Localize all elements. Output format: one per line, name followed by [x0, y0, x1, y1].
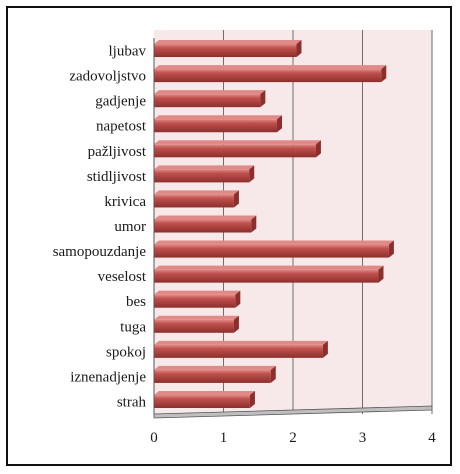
bar-front-face — [154, 119, 278, 133]
category-label-strah: strah — [117, 394, 147, 410]
bar-spokoj — [154, 340, 328, 358]
bar-front-face — [154, 344, 323, 358]
category-label-umor: umor — [114, 219, 146, 235]
category-label-gadjenje: gadjenje — [95, 94, 146, 110]
category-label-bes: bes — [126, 294, 146, 310]
bar-end-cap — [233, 315, 239, 333]
bar-end-cap — [251, 215, 257, 233]
bar-top-face — [154, 140, 321, 145]
bar-zadovoljstvo — [154, 65, 387, 83]
bar-bes — [154, 290, 241, 308]
bar-end-cap — [381, 65, 387, 83]
bar-front-face — [154, 169, 250, 183]
bar-top-face — [154, 215, 257, 220]
bar-top-face — [154, 290, 241, 295]
bar-front-face — [154, 194, 234, 208]
category-label-samopouzdanje: samopouzdanje — [53, 244, 147, 260]
bar-krivica — [154, 190, 239, 208]
bar-pažljivost — [154, 140, 321, 158]
bar-top-face — [154, 115, 283, 120]
bar-end-cap — [249, 390, 255, 408]
category-label-tuga: tuga — [120, 319, 146, 335]
bar-umor — [154, 215, 257, 233]
bar-top-face — [154, 90, 266, 95]
bar-gadjenje — [154, 90, 266, 108]
bar-veselost — [154, 265, 384, 283]
bar-top-face — [154, 265, 384, 270]
x-tick-label-3: 3 — [359, 430, 367, 446]
bar-front-face — [154, 294, 236, 308]
category-label-spokoj: spokoj — [106, 344, 146, 360]
category-label-krivica: krivica — [104, 194, 146, 210]
x-tick-label-4: 4 — [428, 430, 436, 446]
category-label-ljubav: ljubav — [109, 44, 147, 60]
bar-iznenadjenje — [154, 365, 276, 383]
bar-top-face — [154, 340, 328, 345]
bar-front-face — [154, 44, 297, 58]
bar-end-cap — [322, 340, 328, 358]
bar-front-face — [154, 244, 389, 258]
bar-front-face — [154, 394, 250, 408]
category-label-pažljivost: pažljivost — [88, 144, 147, 160]
bar-end-cap — [315, 140, 321, 158]
bar-front-face — [154, 319, 234, 333]
category-labels: ljubav zadovoljstvo gadjenje napetost pažlji… — [53, 44, 147, 411]
chart-frame: ljubav zadovoljstvo gadjenje napetost pažlji… — [6, 6, 452, 466]
x-tick-labels: 0 1 2 3 4 — [150, 430, 436, 446]
category-label-napetost: napetost — [96, 119, 147, 135]
bar-front-face — [154, 69, 382, 83]
bar-front-face — [154, 219, 252, 233]
bar-front-face — [154, 269, 379, 283]
bar-top-face — [154, 65, 387, 70]
bar-end-cap — [378, 265, 384, 283]
bar-end-cap — [277, 115, 283, 133]
bar-top-face — [154, 40, 302, 45]
category-label-veselost: veselost — [98, 269, 147, 285]
bar-top-face — [154, 315, 239, 320]
bar-top-face — [154, 165, 255, 170]
bar-top-face — [154, 240, 394, 245]
category-label-zadovoljstvo: zadovoljstvo — [69, 69, 146, 85]
bar-end-cap — [270, 365, 276, 383]
bar-napetost — [154, 115, 283, 133]
bar-end-cap — [249, 165, 255, 183]
category-label-stidljivost: stidljivost — [87, 169, 147, 185]
x-tick-label-2: 2 — [289, 430, 297, 446]
bar-end-cap — [388, 240, 394, 258]
bar-tuga — [154, 315, 239, 333]
bar-top-face — [154, 390, 255, 395]
bar-front-face — [154, 369, 271, 383]
bar-top-face — [154, 190, 239, 195]
bar-ljubav — [154, 40, 302, 58]
bar-samopouzdanje — [154, 240, 394, 258]
bar-strah — [154, 390, 255, 408]
x-tick-label-1: 1 — [220, 430, 228, 446]
axes — [153, 38, 433, 419]
x-tick-label-0: 0 — [150, 430, 158, 446]
bar-end-cap — [296, 40, 302, 58]
bar-stidljivost — [154, 165, 255, 183]
bar-top-face — [154, 365, 276, 370]
bars — [154, 40, 394, 408]
category-label-iznenadjenje: iznenadjenje — [70, 369, 146, 385]
bar-front-face — [154, 94, 261, 108]
bar-end-cap — [235, 290, 241, 308]
bar-end-cap — [233, 190, 239, 208]
bar-chart: ljubav zadovoljstvo gadjenje napetost pažlji… — [53, 30, 436, 446]
bar-front-face — [154, 144, 316, 158]
bar-end-cap — [260, 90, 266, 108]
x-axis-floor — [153, 405, 433, 419]
